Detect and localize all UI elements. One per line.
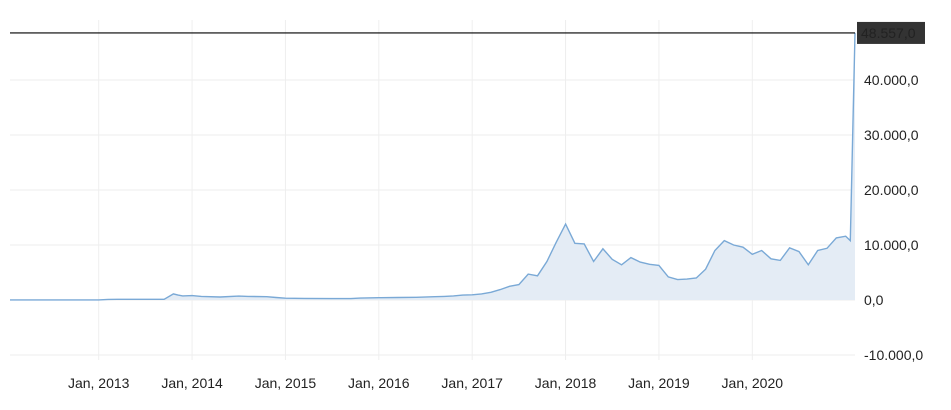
- x-tick-label: Jan, 2017: [441, 375, 503, 391]
- price-line: [10, 32, 856, 301]
- x-tick-label: Jan, 2015: [255, 375, 317, 391]
- x-tick-label: Jan, 2018: [535, 375, 597, 391]
- y-tick-label: -10.000,0: [864, 347, 923, 363]
- x-tick-label: Jan, 2014: [161, 375, 223, 391]
- y-tick-label: 30.000,0: [864, 127, 919, 143]
- current-value-badge-bg: [857, 21, 925, 44]
- x-tick-label: Jan, 2020: [722, 375, 784, 391]
- x-tick-label: Jan, 2013: [68, 375, 130, 391]
- y-tick-label: 0,0: [864, 292, 884, 308]
- x-tick-label: Jan, 2019: [628, 375, 690, 391]
- price-area-fill: [10, 32, 855, 301]
- current-value-label: 48.557,0: [861, 25, 916, 41]
- current-value-badge: 48.557,0: [857, 21, 925, 44]
- y-tick-label: 20.000,0: [864, 182, 919, 198]
- x-axis-ticks: Jan, 2013 Jan, 2014 Jan, 2015 Jan, 2016 Jan,…: [68, 375, 783, 391]
- y-axis-ticks: -10.000,0 0,0 10.000,0 20.000,0 30.000,0 40.0…: [864, 72, 923, 363]
- grid: [10, 20, 855, 360]
- y-tick-label: 10.000,0: [864, 237, 919, 253]
- y-tick-label: 40.000,0: [864, 72, 919, 88]
- x-tick-label: Jan, 2016: [348, 375, 410, 391]
- area-layer: [10, 32, 856, 301]
